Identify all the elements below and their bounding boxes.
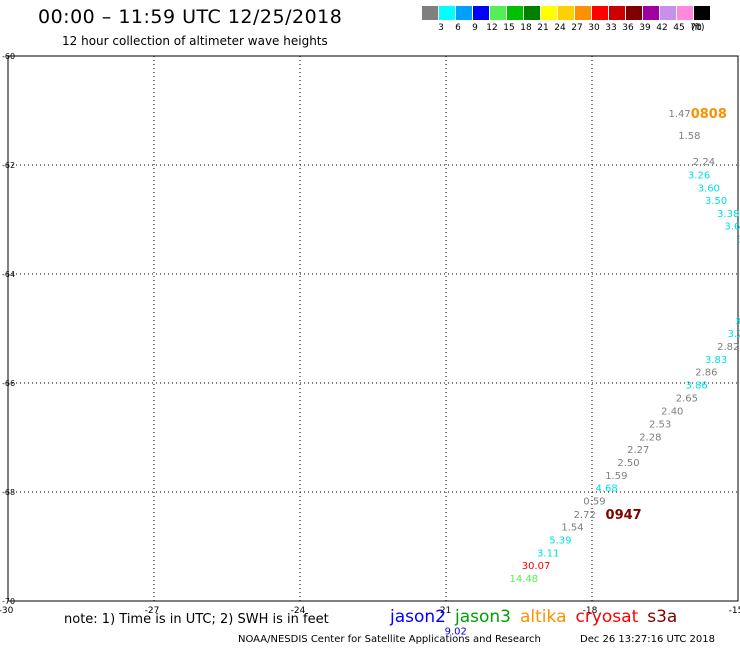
color-swatch bbox=[473, 6, 489, 20]
color-swatch bbox=[694, 6, 710, 20]
wave-height-value: 2.82 bbox=[717, 342, 739, 353]
wave-height-value: 3.60 bbox=[724, 221, 740, 232]
wave-height-value: 0.59 bbox=[583, 497, 605, 508]
wave-height-value: 3.38 bbox=[717, 209, 739, 220]
wave-height-value: 1.59 bbox=[605, 471, 627, 482]
grid-lines bbox=[8, 56, 738, 601]
color-swatch-label: 3 bbox=[438, 23, 444, 33]
color-swatch-label: 30 bbox=[588, 23, 600, 33]
y-tick-label: -68 bbox=[2, 488, 15, 497]
wave-height-value: 2.65 bbox=[676, 394, 698, 405]
color-swatch bbox=[439, 6, 455, 20]
chart-subtitle: 12 hour collection of altimeter wave hei… bbox=[62, 34, 328, 48]
y-tick-label: -70 bbox=[2, 597, 15, 606]
wave-height-value: 3.11 bbox=[537, 548, 559, 559]
footer-note: note: 1) Time is in UTC; 2) SWH is in fe… bbox=[64, 612, 329, 627]
wave-height-value: 2.53 bbox=[649, 419, 671, 430]
color-swatch-label: 27 bbox=[571, 23, 583, 33]
color-swatch-label: 24 bbox=[554, 23, 566, 33]
generation-timestamp: Dec 26 13:27:16 UTC 2018 bbox=[580, 634, 715, 645]
color-swatch bbox=[524, 6, 540, 20]
x-tick-label: -30 bbox=[0, 606, 14, 616]
wave-height-value: 2.72 bbox=[574, 510, 596, 521]
legend-entry-jason3: jason3 bbox=[455, 607, 511, 627]
wave-height-value: 30.07 bbox=[522, 561, 551, 572]
plot-border bbox=[7, 55, 739, 602]
data-points: 1.471.582.243.263.603.503.383.603.33.33.… bbox=[445, 107, 740, 637]
color-swatch-label: 45 bbox=[673, 23, 685, 33]
y-tick-label: -66 bbox=[2, 379, 15, 388]
color-swatch bbox=[456, 6, 472, 20]
wave-height-value: 3.86 bbox=[686, 381, 708, 392]
color-swatch bbox=[592, 6, 608, 20]
wave-height-value: 2.50 bbox=[617, 458, 639, 469]
pass-time-label: 0947 bbox=[606, 508, 642, 523]
color-swatch-label: 39 bbox=[639, 23, 651, 33]
color-swatch bbox=[558, 6, 574, 20]
color-swatch bbox=[422, 6, 438, 20]
wave-height-value: 2.40 bbox=[661, 406, 683, 417]
plot-frame bbox=[7, 55, 739, 602]
color-swatch-label: 42 bbox=[656, 23, 668, 33]
wave-height-value: 2.28 bbox=[639, 432, 661, 443]
color-swatch bbox=[490, 6, 506, 20]
color-swatch-label: 9 bbox=[472, 23, 478, 33]
wave-height-value: 2.86 bbox=[695, 368, 717, 379]
color-swatch bbox=[609, 6, 625, 20]
color-scale-unit: (ft) bbox=[691, 23, 705, 33]
color-swatch bbox=[626, 6, 642, 20]
wave-height-value: 3.2 bbox=[728, 329, 740, 340]
legend-entry-cryosat: cryosat bbox=[575, 607, 639, 627]
color-swatch-label: 70 bbox=[690, 23, 702, 33]
wave-height-value: 5.39 bbox=[549, 535, 571, 546]
chart-title: 00:00 – 11:59 UTC 12/25/2018 bbox=[38, 6, 343, 28]
wave-height-value: 3.26 bbox=[688, 170, 710, 181]
color-swatch-label: 33 bbox=[605, 23, 617, 33]
x-tick-label: -21 bbox=[437, 606, 452, 616]
x-tick-label: -27 bbox=[145, 606, 160, 616]
satellite-legend: jason2 jason3 altika cryosat s3a bbox=[390, 607, 686, 627]
wave-height-value: 3.60 bbox=[698, 183, 720, 194]
color-swatch-label: 21 bbox=[537, 23, 549, 33]
legend-entry-altika: altika bbox=[520, 607, 567, 627]
legend-entry-jason2: jason2 bbox=[390, 607, 446, 627]
y-tick-label: -60 bbox=[2, 52, 15, 61]
x-tick-label: -15 bbox=[729, 606, 740, 616]
wave-height-value: 1.58 bbox=[678, 131, 700, 142]
pass-time-label: 0808 bbox=[691, 107, 727, 122]
wave-height-value: 14.48 bbox=[510, 574, 539, 585]
color-swatch bbox=[575, 6, 591, 20]
color-swatch-label: 36 bbox=[622, 23, 634, 33]
color-swatch bbox=[643, 6, 659, 20]
wave-height-value: 2.27 bbox=[627, 445, 649, 456]
color-swatch bbox=[507, 6, 523, 20]
axis-ticks: -30 -27 -24 -21 -18 -15 -60 -62 -64 -66 -68 -70 bbox=[0, 52, 740, 616]
wave-height-value: 4.68 bbox=[595, 484, 617, 495]
wave-height-value: 3.3 bbox=[737, 235, 740, 246]
wave-height-value: 1.54 bbox=[561, 522, 583, 533]
color-swatch-label: 18 bbox=[520, 23, 532, 33]
color-swatch bbox=[660, 6, 676, 20]
y-tick-label: -64 bbox=[2, 270, 15, 279]
y-tick-label: -62 bbox=[2, 161, 15, 170]
color-swatch bbox=[677, 6, 693, 20]
wave-height-value: 9.02 bbox=[445, 626, 467, 637]
legend-entry-s3a: s3a bbox=[647, 607, 678, 627]
color-swatch-label: 12 bbox=[486, 23, 498, 33]
x-tick-label: -24 bbox=[291, 606, 306, 616]
wave-height-value: 3.3 bbox=[735, 316, 740, 327]
x-tick-label: -18 bbox=[583, 606, 598, 616]
color-swatch-label: 15 bbox=[503, 23, 515, 33]
color-swatch-label: 6 bbox=[455, 23, 461, 33]
credit-line: NOAA/NESDIS Center for Satellite Applica… bbox=[238, 634, 541, 645]
wave-height-value: 3.83 bbox=[705, 355, 727, 366]
wave-height-value: 1.47 bbox=[668, 109, 690, 120]
wave-height-value: 2.24 bbox=[693, 157, 715, 168]
color-swatch bbox=[541, 6, 557, 20]
wave-height-value: 3.50 bbox=[705, 196, 727, 207]
